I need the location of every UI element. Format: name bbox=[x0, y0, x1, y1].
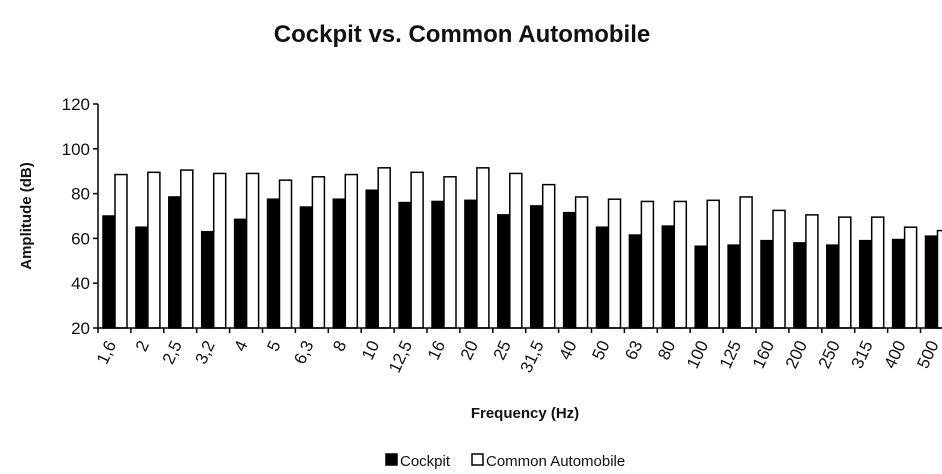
bar-automobile bbox=[245, 172, 260, 329]
bar-automobile bbox=[706, 199, 720, 329]
bar-cockpit bbox=[562, 211, 577, 329]
bar-cockpit bbox=[233, 218, 248, 329]
bar-automobile bbox=[410, 171, 424, 329]
legend-label-cockpit: Cockpit bbox=[400, 453, 451, 470]
x-tick-label: 20 bbox=[457, 338, 482, 363]
x-tick-label: 63 bbox=[621, 338, 646, 363]
bar-cockpit bbox=[858, 239, 873, 329]
bar-cockpit bbox=[431, 200, 445, 329]
x-tick-label: 8 bbox=[329, 338, 350, 355]
y-tick-label: 100 bbox=[62, 140, 90, 159]
bar-cockpit bbox=[793, 242, 807, 329]
bar-cockpit bbox=[694, 245, 708, 329]
bar-automobile bbox=[114, 173, 128, 329]
bar-cockpit bbox=[760, 239, 774, 329]
bar-automobile bbox=[838, 216, 852, 329]
bar-automobile bbox=[476, 167, 490, 329]
bar-cockpit bbox=[135, 226, 149, 329]
x-tick-label: 1,6 bbox=[93, 338, 120, 367]
legend-swatch-cockpit bbox=[385, 453, 398, 466]
x-tick-label: 400 bbox=[880, 338, 909, 372]
x-tick-label: 6,3 bbox=[290, 338, 317, 367]
x-tick-label: 16 bbox=[424, 338, 449, 363]
bar-automobile bbox=[936, 229, 942, 329]
bar-cockpit bbox=[299, 206, 314, 329]
bar-automobile bbox=[640, 200, 655, 329]
x-tick-label: 500 bbox=[913, 338, 942, 372]
bar-cockpit bbox=[332, 198, 347, 329]
bar-automobile bbox=[739, 196, 753, 329]
x-tick-label: 25 bbox=[490, 338, 515, 363]
bar-automobile bbox=[377, 167, 391, 329]
bar-automobile bbox=[772, 209, 786, 329]
bar-automobile bbox=[574, 196, 589, 329]
bar-cockpit bbox=[200, 230, 215, 329]
y-tick-label: 20 bbox=[71, 319, 90, 338]
x-tick-label: 50 bbox=[588, 338, 613, 363]
bar-cockpit bbox=[727, 244, 741, 329]
bar-cockpit bbox=[365, 189, 379, 329]
x-tick-label: 10 bbox=[358, 338, 383, 363]
x-tick-label: 31,5 bbox=[517, 338, 548, 376]
x-tick-label: 2,5 bbox=[159, 338, 186, 367]
bar-automobile bbox=[607, 198, 622, 329]
legend-label-automobile: Common Automobile bbox=[486, 453, 625, 470]
bar-cockpit bbox=[891, 238, 906, 329]
bar-cockpit bbox=[102, 215, 116, 329]
bar-automobile bbox=[509, 172, 523, 329]
legend-swatch-automobile bbox=[471, 453, 484, 466]
x-tick-label: 2 bbox=[132, 338, 153, 355]
bar-cockpit bbox=[924, 235, 939, 329]
bar-automobile bbox=[870, 216, 885, 329]
bar-automobile bbox=[311, 176, 326, 329]
bar-automobile bbox=[212, 172, 227, 329]
bar-cockpit bbox=[826, 244, 840, 329]
bar-automobile bbox=[903, 226, 918, 329]
x-tick-label: 12,5 bbox=[385, 338, 416, 376]
bar-cockpit bbox=[266, 198, 281, 329]
bar-cockpit bbox=[595, 226, 610, 329]
x-tick-label: 3,2 bbox=[192, 338, 219, 367]
x-tick-label: 40 bbox=[555, 338, 580, 363]
x-tick-label: 160 bbox=[749, 338, 778, 372]
x-axis-title: Frequency (Hz) bbox=[471, 405, 579, 422]
bar-automobile bbox=[805, 214, 819, 329]
x-tick-label: 4 bbox=[230, 338, 251, 355]
y-tick-label: 80 bbox=[71, 185, 90, 204]
legend: Cockpit Common Automobile bbox=[385, 453, 625, 470]
x-tick-label: 315 bbox=[848, 338, 877, 372]
x-tick-label: 200 bbox=[782, 338, 811, 372]
y-tick-label: 60 bbox=[71, 229, 90, 248]
bar-automobile bbox=[443, 176, 457, 329]
bar-automobile bbox=[673, 200, 688, 329]
bar-cockpit bbox=[168, 196, 182, 329]
chart-title: Cockpit vs. Common Automobile bbox=[274, 21, 650, 48]
bar-cockpit bbox=[497, 214, 511, 329]
bar-cockpit bbox=[398, 201, 412, 329]
bar-cockpit bbox=[628, 234, 643, 329]
x-tick-label: 5 bbox=[263, 338, 284, 355]
x-tick-label: 100 bbox=[683, 338, 712, 372]
x-tick-label: 250 bbox=[815, 338, 844, 372]
bar-automobile bbox=[180, 169, 194, 329]
bar-automobile bbox=[147, 171, 161, 329]
bar-cockpit bbox=[661, 225, 676, 329]
y-tick-label: 120 bbox=[62, 95, 90, 114]
x-tick-label: 125 bbox=[716, 338, 745, 372]
bar-cockpit bbox=[529, 205, 544, 329]
bar-automobile bbox=[541, 183, 556, 329]
bar-automobile bbox=[278, 179, 293, 329]
bar-automobile bbox=[344, 173, 359, 329]
y-axis-title: Amplitude (dB) bbox=[18, 162, 35, 269]
x-tick-label: 80 bbox=[654, 338, 679, 363]
bar-cockpit bbox=[464, 199, 478, 329]
y-tick-label: 40 bbox=[71, 274, 90, 293]
